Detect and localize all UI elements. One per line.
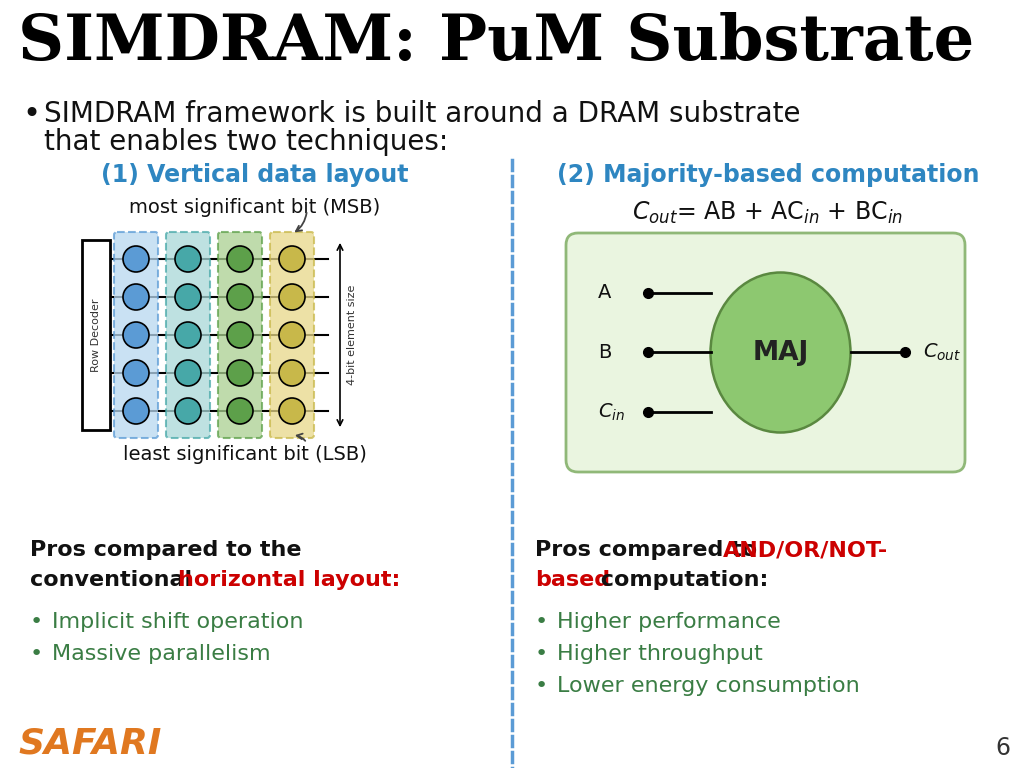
Text: SIMDRAM: PuM Substrate: SIMDRAM: PuM Substrate	[18, 12, 974, 73]
Circle shape	[175, 322, 201, 348]
Ellipse shape	[711, 273, 851, 432]
Text: computation:: computation:	[593, 570, 768, 590]
Text: AND/OR/NOT-: AND/OR/NOT-	[723, 540, 888, 560]
Text: Pros compared to the: Pros compared to the	[30, 540, 301, 560]
Text: least significant bit (LSB): least significant bit (LSB)	[123, 445, 367, 464]
Circle shape	[279, 322, 305, 348]
Text: A: A	[598, 283, 611, 303]
FancyBboxPatch shape	[82, 240, 110, 430]
Text: $C_{in}$: $C_{in}$	[598, 402, 625, 422]
Text: (2) Majority-based computation: (2) Majority-based computation	[557, 163, 979, 187]
FancyBboxPatch shape	[270, 232, 314, 438]
Text: that enables two techniques:: that enables two techniques:	[44, 128, 449, 156]
Text: Pros compared to: Pros compared to	[535, 540, 765, 560]
Text: horizontal layout:: horizontal layout:	[178, 570, 400, 590]
Text: SIMDRAM framework is built around a DRAM substrate: SIMDRAM framework is built around a DRAM…	[44, 100, 801, 128]
Text: 4-bit element size: 4-bit element size	[347, 285, 357, 386]
Text: •: •	[22, 100, 40, 129]
Circle shape	[227, 322, 253, 348]
Circle shape	[227, 360, 253, 386]
Circle shape	[123, 284, 150, 310]
FancyBboxPatch shape	[114, 232, 158, 438]
Text: B: B	[598, 343, 611, 362]
FancyBboxPatch shape	[566, 233, 965, 472]
Circle shape	[123, 398, 150, 424]
Text: •: •	[535, 644, 548, 664]
Text: $C_{out}$: $C_{out}$	[923, 341, 962, 362]
Text: MAJ: MAJ	[753, 339, 809, 366]
Circle shape	[123, 322, 150, 348]
Circle shape	[175, 284, 201, 310]
Text: conventional: conventional	[30, 570, 200, 590]
Circle shape	[227, 398, 253, 424]
Circle shape	[123, 360, 150, 386]
Circle shape	[227, 246, 253, 272]
Circle shape	[279, 246, 305, 272]
Circle shape	[279, 360, 305, 386]
Text: (1) Vertical data layout: (1) Vertical data layout	[101, 163, 409, 187]
Text: Lower energy consumption: Lower energy consumption	[557, 676, 860, 696]
Circle shape	[227, 284, 253, 310]
Text: •: •	[30, 612, 43, 632]
Circle shape	[279, 398, 305, 424]
Text: Higher throughput: Higher throughput	[557, 644, 763, 664]
FancyBboxPatch shape	[166, 232, 210, 438]
Text: most significant bit (MSB): most significant bit (MSB)	[129, 198, 381, 217]
Circle shape	[123, 246, 150, 272]
Text: Massive parallelism: Massive parallelism	[52, 644, 270, 664]
Circle shape	[175, 398, 201, 424]
Text: SAFARI: SAFARI	[18, 726, 162, 760]
FancyBboxPatch shape	[218, 232, 262, 438]
Text: 6: 6	[995, 736, 1010, 760]
Circle shape	[175, 360, 201, 386]
Text: •: •	[535, 612, 548, 632]
Circle shape	[279, 284, 305, 310]
Circle shape	[175, 246, 201, 272]
Text: Implicit shift operation: Implicit shift operation	[52, 612, 303, 632]
Text: Row Decoder: Row Decoder	[91, 298, 101, 372]
Text: Higher performance: Higher performance	[557, 612, 780, 632]
Text: based: based	[535, 570, 610, 590]
Text: $C_{out}$= AB + AC$_{in}$ + BC$_{in}$: $C_{out}$= AB + AC$_{in}$ + BC$_{in}$	[633, 200, 903, 227]
Text: •: •	[30, 644, 43, 664]
Text: •: •	[535, 676, 548, 696]
